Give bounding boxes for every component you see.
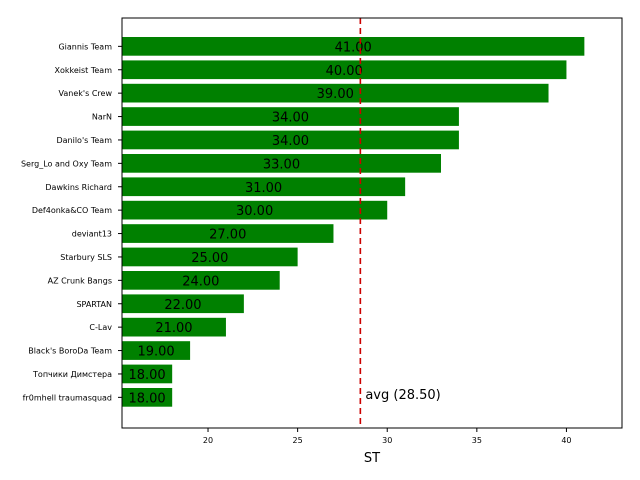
bar-value-label: 21.00 xyxy=(155,321,192,336)
category-label: Dawkins Richard xyxy=(45,183,112,192)
x-ticks-layer: 20 25 30 35 40 xyxy=(118,45,572,445)
bar-value-label: 40.00 xyxy=(326,64,363,79)
bar xyxy=(122,83,549,103)
bar-value-label: 22.00 xyxy=(164,298,201,313)
bar-value-label: 33.00 xyxy=(263,157,300,172)
category-label: NarN xyxy=(92,113,112,122)
x-tick-label: 35 xyxy=(472,436,482,445)
category-label: deviant13 xyxy=(72,230,112,239)
x-axis-label: ST xyxy=(364,451,380,466)
category-label: Def4onka&CO Team xyxy=(32,206,112,215)
bar xyxy=(122,224,334,243)
average-label: avg (28.50) xyxy=(365,388,440,403)
bars-layer xyxy=(122,37,585,407)
bar xyxy=(122,341,191,360)
bar-value-label: 31.00 xyxy=(245,181,282,196)
category-labels-layer: Giannis Team Xokkeist Team Vanek's Crew Nar… xyxy=(21,42,112,402)
bar-value-label: 25.00 xyxy=(191,251,228,266)
bar xyxy=(122,60,567,80)
bar xyxy=(122,130,459,150)
bar xyxy=(122,177,406,197)
category-label: Black's BoroDa Team xyxy=(28,347,112,356)
bar xyxy=(122,294,244,314)
category-label: Xokkeist Team xyxy=(55,66,113,75)
bar-value-label: 27.00 xyxy=(209,228,246,243)
bar xyxy=(122,271,280,290)
x-tick-label: 30 xyxy=(382,436,392,445)
bar xyxy=(122,200,388,220)
bar xyxy=(122,317,226,337)
category-label: fr0mhell traumasquad xyxy=(23,393,112,402)
category-label: Starbury SLS xyxy=(60,253,112,262)
data-labels-layer: 41.00 40.00 39.00 34.00 34.00 33.00 31.00 30.00… xyxy=(128,40,371,406)
bar-value-label: 34.00 xyxy=(272,134,309,149)
x-tick-label: 25 xyxy=(293,436,303,445)
bar-value-label: 30.00 xyxy=(236,204,273,219)
bar-value-label: 19.00 xyxy=(137,345,174,360)
bar-value-label: 34.00 xyxy=(272,111,309,126)
category-label: SPARTAN xyxy=(76,300,112,309)
bar-value-label: 39.00 xyxy=(317,87,354,102)
bar xyxy=(122,37,585,56)
bar xyxy=(122,247,298,267)
category-label: Топчики Димстера xyxy=(32,370,112,379)
category-label: Danilo's Team xyxy=(56,136,112,145)
category-label: C-Lav xyxy=(89,323,112,332)
category-label: Serg_Lo and Oxy Team xyxy=(21,159,112,168)
category-label: Giannis Team xyxy=(58,42,112,51)
x-tick-label: 20 xyxy=(203,436,213,445)
bar-value-label: 24.00 xyxy=(182,274,219,289)
bar-value-label: 41.00 xyxy=(335,40,372,55)
category-label: Vanek's Crew xyxy=(59,89,113,98)
category-label: AZ Crunk Bangs xyxy=(48,276,112,285)
bar xyxy=(122,107,459,126)
bar-value-label: 18.00 xyxy=(128,368,165,383)
bar xyxy=(122,364,173,384)
bar xyxy=(122,388,173,407)
bar xyxy=(122,154,441,173)
bar-value-label: 18.00 xyxy=(128,391,165,406)
x-tick-label: 40 xyxy=(561,436,571,445)
plot-frame xyxy=(121,17,623,429)
